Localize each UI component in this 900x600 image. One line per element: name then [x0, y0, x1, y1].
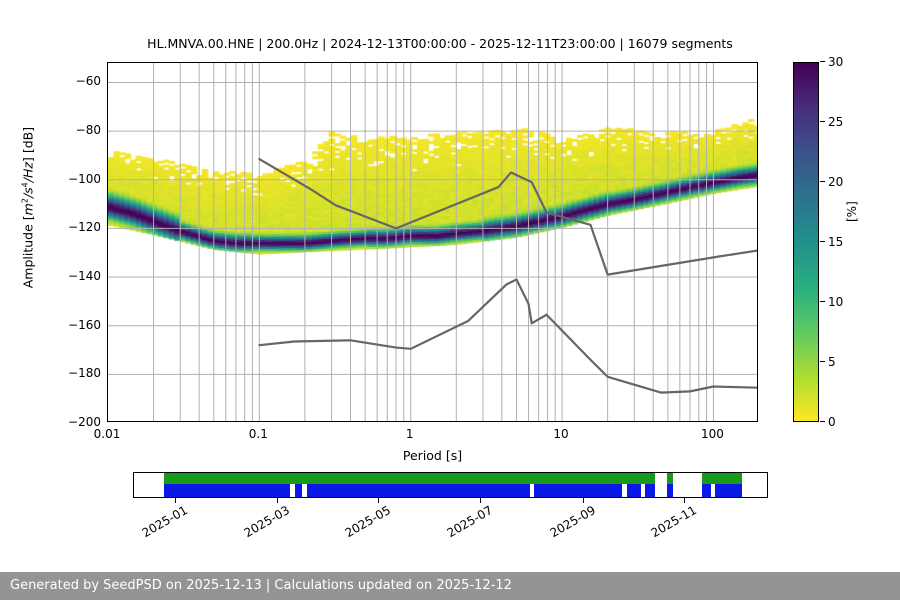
timeline-gap-segment — [534, 484, 623, 497]
timeline-gap-segment — [294, 484, 302, 497]
colorbar-tick-mark — [820, 241, 825, 242]
timeline-tick-mark — [480, 498, 482, 503]
colorbar-tick: 10 — [820, 295, 843, 309]
colorbar-tick-mark — [820, 121, 825, 122]
colorbar-tick: 20 — [820, 175, 843, 189]
timeline-gap-segment — [645, 484, 655, 497]
y-axis-label-suffix: ] [dB] — [20, 126, 36, 163]
data-availability-timeline[interactable] — [133, 472, 768, 498]
page-title: HL.MNVA.00.HNE | 200.0Hz | 2024-12-13T00… — [147, 36, 733, 51]
colorbar-tick-mark — [820, 361, 825, 362]
x-tick-label: 0.01 — [93, 427, 121, 441]
footer-text: Generated by SeedPSD on 2025-12-13 | Cal… — [10, 578, 512, 593]
x-tick-label: 1 — [405, 427, 414, 441]
colorbar-tick-value: 5 — [828, 355, 836, 369]
timeline-tick-mark — [378, 498, 380, 503]
y-tick-label: −80 — [75, 123, 101, 138]
y-tick-label: −120 — [68, 220, 101, 235]
y-tick-label: −100 — [68, 171, 101, 186]
timeline-tick-mark — [582, 498, 584, 503]
timeline-date-label: 2025-09 — [547, 503, 598, 541]
timeline-tick-mark — [684, 498, 686, 503]
grid-lines — [108, 63, 757, 421]
y-tick-label: −160 — [68, 317, 101, 332]
y-axis-label-prefix: Amplitude [ — [20, 215, 36, 289]
colorbar-label: [%] — [845, 201, 859, 222]
colorbar-tick: 30 — [820, 55, 843, 69]
colorbar-tick-value: 25 — [828, 115, 844, 129]
timeline-data-segment — [702, 473, 742, 484]
colorbar-tick-mark — [820, 181, 825, 182]
y-axis-tick-labels: −60 −80 −100 −120 −140 −160 −180 −200 — [55, 62, 101, 429]
timeline-gap-segment — [715, 484, 742, 497]
psd-histogram-canvas — [108, 63, 757, 421]
colorbar-gradient — [794, 63, 818, 421]
timeline-tick-mark — [276, 498, 278, 503]
colorbar-tick-labels: 0 5 10 15 20 25 30 — [820, 55, 860, 429]
timeline-data-segment — [164, 473, 655, 484]
y-axis-label-exp-4: 4 — [20, 182, 30, 188]
timeline-gap-segment — [164, 484, 291, 497]
timeline-gap-segment — [702, 484, 711, 497]
x-axis-label: Period [s] — [402, 448, 463, 463]
timeline-tick-mark — [174, 498, 176, 503]
y-axis-label-exp-2: 2 — [20, 198, 30, 204]
colorbar-tick: 25 — [820, 115, 843, 129]
y-axis-label: Amplitude [m2/s4/Hz] [dB] — [20, 28, 35, 388]
colorbar-tick: 0 — [820, 415, 836, 429]
timeline-date-label: 2025-01 — [139, 503, 190, 541]
noise-model-curves — [258, 157, 757, 394]
timeline-date-label: 2025-07 — [444, 503, 496, 541]
colorbar-tick-value: 30 — [828, 55, 844, 69]
y-axis-label-unit-m: m — [20, 203, 36, 216]
timeline-date-label: 2025-11 — [648, 503, 700, 541]
psd-plot-area[interactable] — [107, 62, 758, 422]
colorbar-tick-value: 15 — [828, 235, 844, 249]
x-axis-tick-labels: 0.01 0.1 1 10 100 — [94, 427, 758, 447]
y-axis-label-unit-s: /s — [20, 187, 36, 199]
colorbar — [793, 62, 819, 422]
timeline-data-segment — [666, 473, 674, 484]
x-tick-label: 100 — [700, 427, 724, 441]
timeline-ticks — [133, 498, 768, 504]
y-tick-label: −60 — [75, 74, 101, 89]
colorbar-tick: 5 — [820, 355, 836, 369]
timeline-gap-segment — [306, 484, 530, 497]
y-tick-label: −180 — [68, 366, 101, 381]
colorbar-tick-mark — [820, 421, 825, 422]
colorbar-tick-value: 0 — [828, 415, 836, 429]
y-tick-label: −140 — [68, 269, 101, 284]
timeline-date-label: 2025-05 — [342, 503, 394, 541]
colorbar-tick-mark — [820, 301, 825, 302]
footer-bar: Generated by SeedPSD on 2025-12-13 | Cal… — [0, 572, 900, 600]
timeline-gap-segment — [627, 484, 642, 497]
colorbar-tick-value: 10 — [828, 295, 844, 309]
x-tick-label: 10 — [553, 427, 569, 441]
timeline-tick-labels: 2025-01 2025-03 2025-05 2025-07 2025-09 2025-… — [133, 503, 768, 553]
timeline-date-label: 2025-03 — [241, 503, 292, 541]
colorbar-tick-value: 20 — [828, 175, 844, 189]
timeline-gap-segment — [666, 484, 674, 497]
colorbar-tick-mark — [820, 61, 825, 62]
y-tick-label: −200 — [68, 415, 101, 429]
y-axis-label-unit-hz: /Hz — [20, 162, 36, 183]
colorbar-tick: 15 — [820, 235, 843, 249]
x-tick-label: 0.1 — [248, 427, 268, 441]
